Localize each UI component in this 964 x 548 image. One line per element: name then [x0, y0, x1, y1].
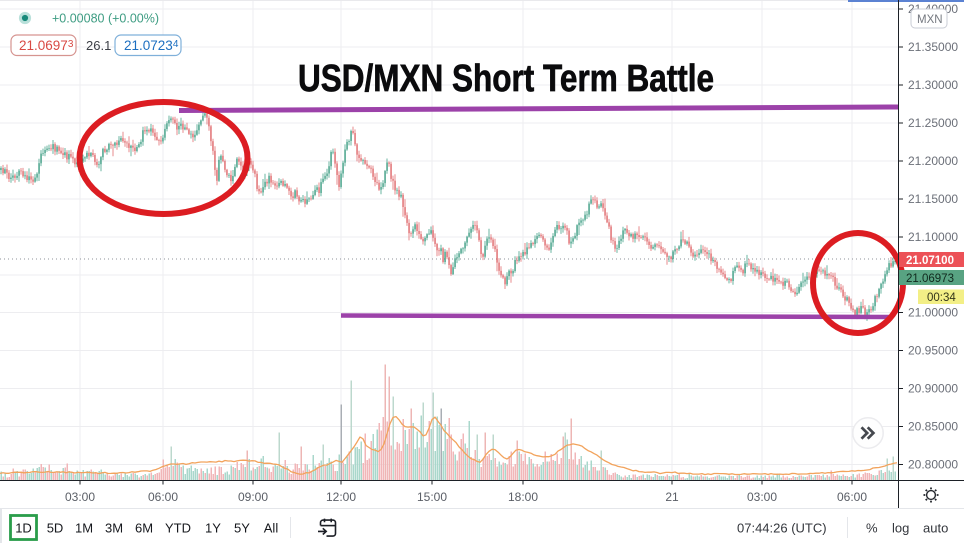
svg-text:1M: 1M: [75, 521, 93, 536]
svg-text:auto: auto: [923, 521, 948, 536]
svg-text:07:44:26 (UTC): 07:44:26 (UTC): [737, 521, 827, 536]
svg-text:21.20000: 21.20000: [908, 154, 958, 168]
svg-text:20.85000: 20.85000: [908, 420, 958, 434]
svg-text:1Y: 1Y: [205, 521, 221, 536]
svg-text:%: %: [866, 521, 878, 536]
svg-text:YTD: YTD: [165, 521, 191, 536]
svg-text:5Y: 5Y: [234, 521, 250, 536]
svg-text:12:00: 12:00: [326, 490, 356, 504]
svg-text:26.1: 26.1: [86, 38, 111, 53]
svg-text:21.10000: 21.10000: [908, 230, 958, 244]
svg-text:21.35000: 21.35000: [908, 40, 958, 54]
svg-text:15:00: 15:00: [417, 490, 447, 504]
svg-text:21.07100: 21.07100: [906, 255, 954, 267]
svg-text:21.15000: 21.15000: [908, 192, 958, 206]
svg-text:20.95000: 20.95000: [908, 344, 958, 358]
svg-text:6M: 6M: [135, 521, 153, 536]
svg-text:21.30000: 21.30000: [908, 78, 958, 92]
svg-text:All: All: [264, 521, 279, 536]
svg-text:21.00000: 21.00000: [908, 306, 958, 320]
svg-text:21.06973: 21.06973: [906, 273, 954, 285]
svg-text:00:34: 00:34: [927, 292, 956, 304]
svg-text:USD/MXN Short Term Battle: USD/MXN Short Term Battle: [298, 58, 714, 100]
svg-text:3M: 3M: [105, 521, 123, 536]
svg-text:18:00: 18:00: [508, 490, 538, 504]
svg-text:03:00: 03:00: [65, 490, 95, 504]
svg-text:09:00: 09:00: [238, 490, 268, 504]
svg-text:1D: 1D: [15, 521, 32, 536]
svg-text:21.25000: 21.25000: [908, 116, 958, 130]
svg-text:log: log: [892, 521, 909, 536]
svg-text:06:00: 06:00: [148, 490, 178, 504]
svg-text:21: 21: [665, 490, 679, 504]
svg-text:06:00: 06:00: [837, 490, 867, 504]
svg-text:5D: 5D: [47, 521, 64, 536]
svg-text:20.80000: 20.80000: [908, 458, 958, 472]
svg-text:20.90000: 20.90000: [908, 382, 958, 396]
svg-text:03:00: 03:00: [747, 490, 777, 504]
svg-text:21.06973: 21.06973: [19, 38, 74, 53]
svg-text:21.07234: 21.07234: [124, 38, 179, 53]
svg-text:MXN: MXN: [917, 14, 943, 26]
svg-text:+0.00080 (+0.00%): +0.00080 (+0.00%): [52, 12, 159, 26]
